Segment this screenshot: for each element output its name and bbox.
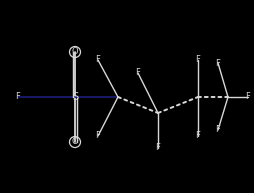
Text: O: O [71,47,78,57]
Text: F: F [95,131,100,141]
Text: F: F [15,92,20,102]
Text: F: F [155,144,160,152]
Text: S: S [72,92,78,102]
Text: F: F [135,69,140,78]
Text: F: F [215,125,219,135]
Text: F: F [195,131,200,141]
Text: F: F [95,56,100,64]
Text: F: F [215,58,219,68]
Text: F: F [245,92,249,102]
Text: F: F [195,56,200,64]
Text: O: O [71,137,78,146]
